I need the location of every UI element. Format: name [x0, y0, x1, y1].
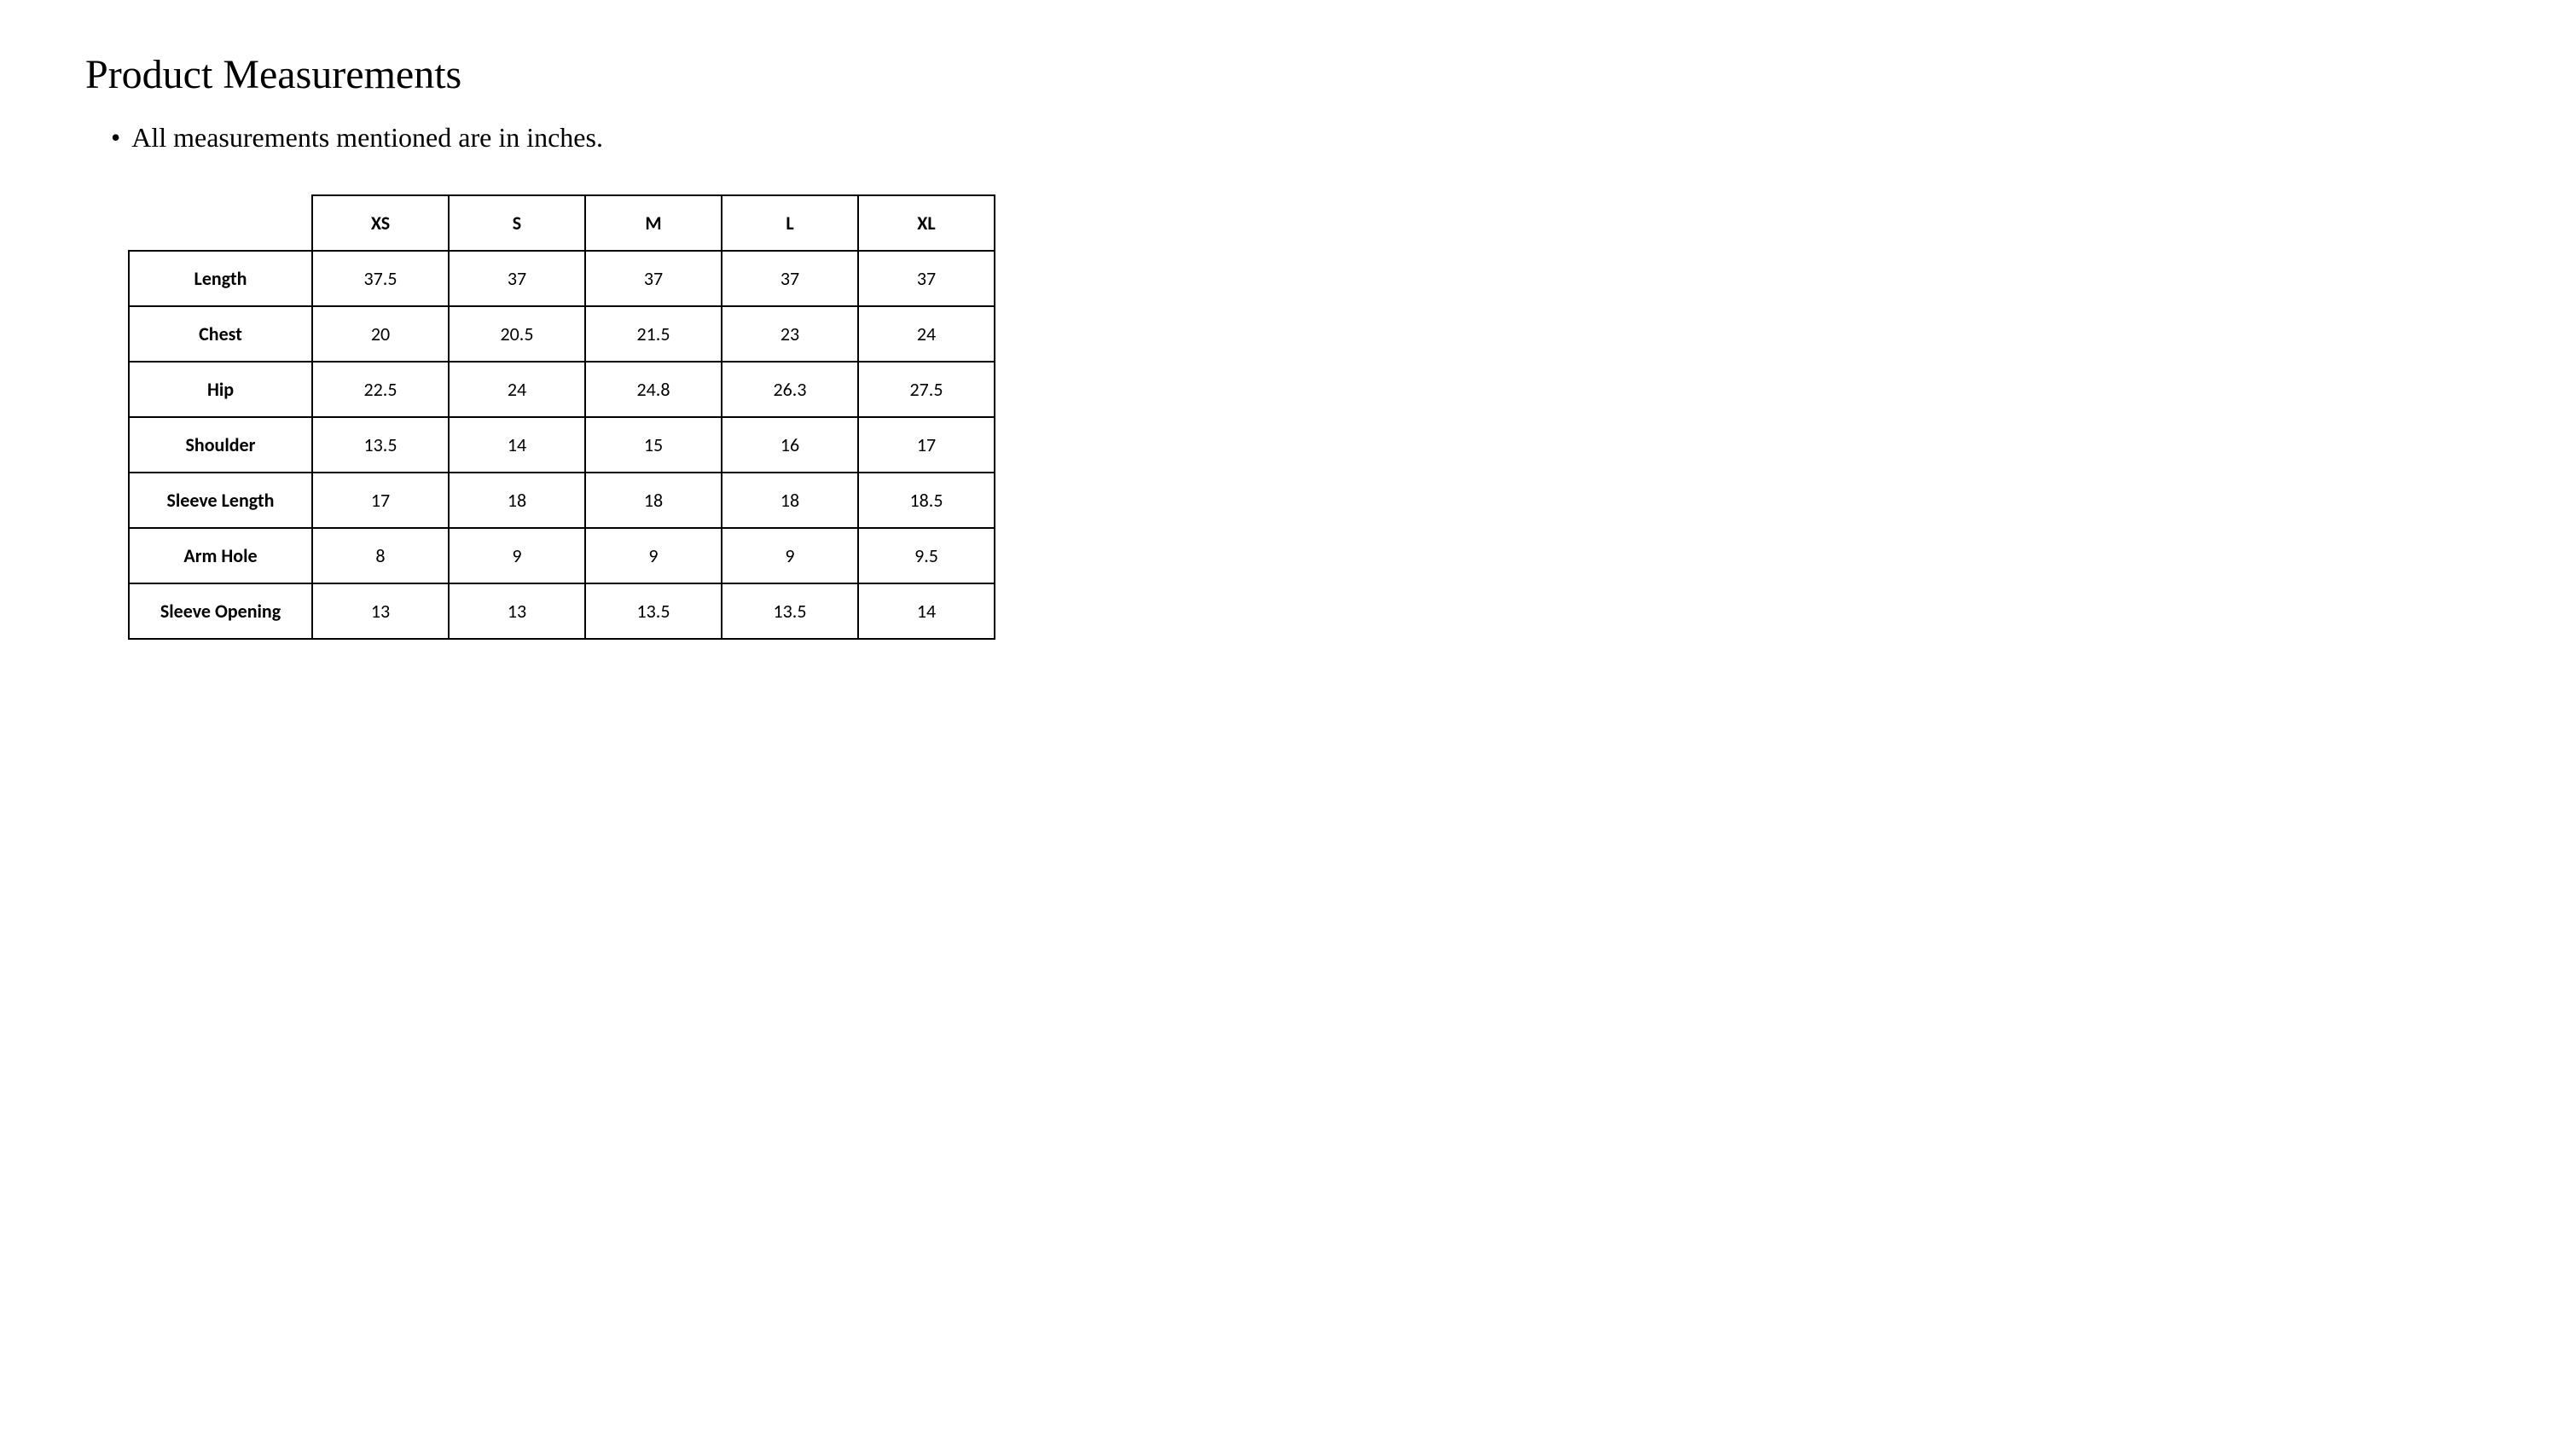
cell: 37 — [449, 251, 585, 306]
cell: 24.8 — [585, 362, 722, 417]
cell: 20.5 — [449, 306, 585, 362]
row-label: Hip — [129, 362, 312, 417]
col-header-s: S — [449, 195, 585, 251]
cell: 22.5 — [312, 362, 449, 417]
table-row: Hip 22.5 24 24.8 26.3 27.5 — [129, 362, 995, 417]
row-label: Sleeve Length — [129, 473, 312, 528]
bullet-icon: • — [111, 122, 126, 154]
cell: 13.5 — [585, 583, 722, 639]
cell: 23 — [722, 306, 858, 362]
col-header-l: L — [722, 195, 858, 251]
table-corner-empty — [129, 195, 312, 251]
cell: 18.5 — [858, 473, 995, 528]
cell: 37.5 — [312, 251, 449, 306]
row-label: Shoulder — [129, 417, 312, 473]
cell: 14 — [858, 583, 995, 639]
table-row: Length 37.5 37 37 37 37 — [129, 251, 995, 306]
cell: 24 — [858, 306, 995, 362]
row-label: Length — [129, 251, 312, 306]
cell: 16 — [722, 417, 858, 473]
cell: 21.5 — [585, 306, 722, 362]
cell: 17 — [312, 473, 449, 528]
cell: 9 — [722, 528, 858, 583]
cell: 13 — [312, 583, 449, 639]
cell: 18 — [585, 473, 722, 528]
cell: 13.5 — [312, 417, 449, 473]
cell: 24 — [449, 362, 585, 417]
measurements-table: XS S M L XL Length 37.5 37 37 37 37 Ches… — [128, 194, 995, 640]
cell: 9 — [585, 528, 722, 583]
cell: 13.5 — [722, 583, 858, 639]
page-title: Product Measurements — [85, 51, 2474, 98]
measurement-note: • All measurements mentioned are in inch… — [85, 122, 2474, 154]
cell: 37 — [722, 251, 858, 306]
row-label: Sleeve Opening — [129, 583, 312, 639]
col-header-xl: XL — [858, 195, 995, 251]
cell: 37 — [858, 251, 995, 306]
col-header-xs: XS — [312, 195, 449, 251]
table-row: Shoulder 13.5 14 15 16 17 — [129, 417, 995, 473]
cell: 8 — [312, 528, 449, 583]
cell: 13 — [449, 583, 585, 639]
measurements-table-container: XS S M L XL Length 37.5 37 37 37 37 Ches… — [85, 194, 2474, 640]
col-header-m: M — [585, 195, 722, 251]
row-label: Chest — [129, 306, 312, 362]
table-row: Chest 20 20.5 21.5 23 24 — [129, 306, 995, 362]
cell: 15 — [585, 417, 722, 473]
table-row: Sleeve Opening 13 13 13.5 13.5 14 — [129, 583, 995, 639]
cell: 27.5 — [858, 362, 995, 417]
cell: 18 — [449, 473, 585, 528]
cell: 20 — [312, 306, 449, 362]
cell: 14 — [449, 417, 585, 473]
cell: 18 — [722, 473, 858, 528]
note-text: All measurements mentioned are in inches… — [131, 122, 603, 153]
cell: 9 — [449, 528, 585, 583]
table-row: Arm Hole 8 9 9 9 9.5 — [129, 528, 995, 583]
cell: 9.5 — [858, 528, 995, 583]
cell: 37 — [585, 251, 722, 306]
table-row: Sleeve Length 17 18 18 18 18.5 — [129, 473, 995, 528]
row-label: Arm Hole — [129, 528, 312, 583]
cell: 26.3 — [722, 362, 858, 417]
cell: 17 — [858, 417, 995, 473]
table-header-row: XS S M L XL — [129, 195, 995, 251]
